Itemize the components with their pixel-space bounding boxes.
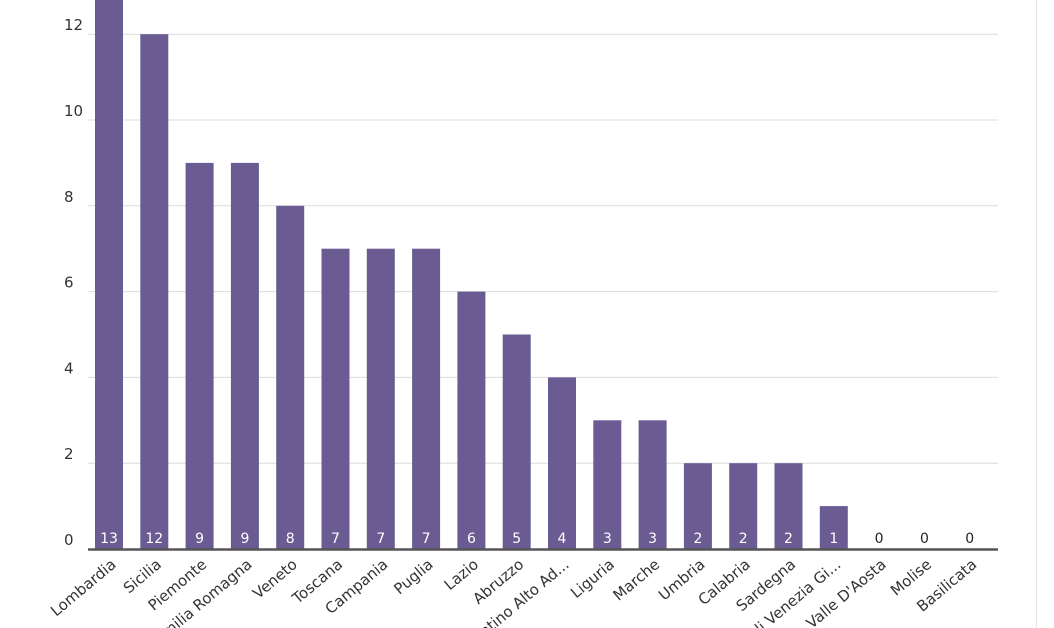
y-tick-label: 10 (64, 102, 83, 120)
x-tick-label: Liguria (567, 555, 618, 602)
value-label: 3 (648, 531, 657, 547)
value-label: 4 (558, 531, 567, 547)
value-label: 6 (467, 531, 476, 547)
value-label: 0 (920, 531, 929, 547)
value-label: 7 (376, 531, 385, 547)
bar (185, 162, 214, 549)
bar (276, 205, 305, 549)
value-label: 0 (875, 531, 884, 547)
value-label: 1 (829, 531, 838, 547)
y-tick-label: 4 (64, 359, 74, 377)
y-tick-label: 6 (64, 274, 74, 292)
value-label: 9 (195, 531, 204, 547)
y-tick-label: 2 (64, 445, 74, 463)
value-label: 9 (240, 531, 249, 547)
bar (412, 248, 441, 549)
y-tick-label: 8 (64, 188, 74, 206)
x-tick-label: Puglia (390, 555, 436, 598)
bar (457, 291, 486, 549)
bar (95, 0, 123, 549)
bar (548, 377, 576, 549)
value-label: 2 (739, 531, 748, 547)
y-tick-label: 0 (64, 531, 74, 549)
bar (321, 248, 350, 549)
value-label: 7 (422, 531, 431, 547)
bar (230, 162, 259, 549)
x-tick-label: Marche (609, 555, 663, 604)
bar (683, 463, 712, 549)
value-label: 2 (693, 531, 702, 547)
bar (729, 463, 758, 549)
value-label: 13 (100, 531, 118, 547)
value-label: 5 (512, 531, 521, 547)
bar (366, 248, 395, 549)
bar (140, 34, 169, 549)
bar (593, 420, 622, 549)
value-label: 8 (286, 531, 295, 547)
value-label: 12 (145, 531, 163, 547)
bar (502, 334, 531, 549)
value-label: 0 (965, 531, 974, 547)
value-label: 7 (331, 531, 340, 547)
x-tick-label: Lombardia (47, 555, 119, 620)
right-border-line (1036, 0, 1037, 628)
bar (819, 506, 848, 549)
bar (638, 420, 667, 549)
bar (774, 463, 803, 549)
value-label: 2 (784, 531, 793, 547)
value-label: 3 (603, 531, 612, 547)
y-tick-label: 12 (64, 16, 83, 34)
